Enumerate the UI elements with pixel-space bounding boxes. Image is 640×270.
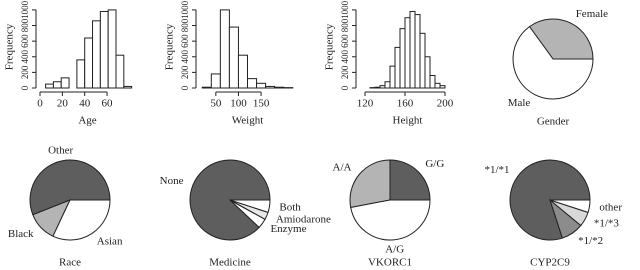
slice-label: Asian	[97, 236, 123, 248]
bar	[210, 73, 221, 89]
slice-label: A/G	[385, 243, 404, 255]
y-tick-label: 0	[340, 85, 350, 90]
y-tick-label: 400	[180, 50, 190, 64]
bar	[99, 10, 109, 89]
y-axis-label: Frequency	[4, 23, 16, 70]
slice-label: None	[160, 175, 184, 187]
bar	[434, 82, 441, 89]
x-tick-label: 50	[210, 98, 222, 110]
x-tick-label: 100	[230, 98, 247, 110]
y-tick-label: 800	[20, 18, 30, 32]
slice-label: Black	[8, 228, 34, 240]
slice-label: Other	[48, 144, 73, 156]
y-tick-label: 200	[180, 65, 190, 79]
y-tick-label: 600	[20, 34, 30, 48]
slice-label: Both	[279, 201, 301, 213]
x-tick-label: 200	[437, 98, 454, 110]
y-tick-label: 800	[340, 18, 350, 32]
bar	[384, 81, 391, 89]
slice-label: *1/*2	[578, 235, 603, 247]
x-axis-label: Weight	[232, 115, 264, 127]
slice-label: Enzyme	[270, 223, 306, 235]
pie-slice	[349, 159, 391, 209]
bar	[394, 46, 401, 89]
y-axis-label: Frequency	[324, 23, 336, 70]
bar	[399, 28, 406, 89]
bar	[76, 59, 86, 89]
bar	[92, 20, 101, 89]
bar	[115, 54, 125, 89]
y-tick-label: 200	[340, 65, 350, 79]
y-tick-label: 800	[180, 18, 190, 32]
slice-label: G/G	[425, 158, 444, 170]
bar	[265, 85, 276, 89]
pie-slice	[52, 199, 111, 241]
bar	[409, 10, 416, 89]
bar	[123, 85, 133, 89]
slice-label: Amiodarone	[276, 213, 331, 225]
x-tick-label: 120	[357, 98, 374, 110]
pie-slice	[389, 159, 431, 201]
pie-slice	[350, 199, 431, 241]
x-axis-label: Height	[393, 115, 423, 127]
bar	[247, 78, 258, 89]
bar	[439, 85, 446, 89]
pie-slice	[229, 199, 271, 213]
pie-label: CYP2C9	[530, 257, 570, 269]
bar	[237, 54, 248, 89]
slice-label: A/A	[333, 162, 352, 174]
slice-label: *1/*1	[484, 164, 509, 176]
bar	[45, 83, 54, 89]
slice-label: other	[599, 201, 622, 213]
bar	[379, 85, 386, 89]
slice-label: Male	[508, 97, 531, 109]
bar	[60, 77, 70, 89]
pie-label: VKORC1	[368, 257, 412, 269]
x-tick-label: 150	[253, 98, 270, 110]
y-tick-label: 600	[180, 34, 190, 48]
x-tick-label: 60	[102, 98, 114, 110]
bar	[389, 65, 396, 89]
x-axis-label: Age	[78, 115, 96, 127]
x-tick-label: 160	[397, 98, 414, 110]
y-tick-label: 1000	[180, 0, 190, 19]
y-tick-label: 400	[340, 50, 350, 64]
bar	[256, 82, 267, 89]
pie-label: Medicine	[209, 257, 251, 269]
y-tick-label: 600	[340, 34, 350, 48]
bar	[84, 37, 94, 89]
pie-slice	[528, 18, 594, 60]
pie-label: Gender	[537, 116, 570, 128]
y-tick-label: 0	[180, 85, 190, 90]
slice-label: Female	[576, 8, 608, 20]
pie-label: Race	[59, 257, 81, 269]
y-tick-label: 200	[20, 65, 30, 79]
bar	[424, 56, 431, 89]
pie-slice	[29, 159, 111, 216]
y-tick-label: 1000	[340, 0, 350, 19]
bar	[404, 17, 411, 89]
bar	[228, 26, 239, 89]
bar	[419, 32, 426, 89]
bar	[52, 81, 62, 89]
pie-slice	[549, 199, 591, 213]
bar	[107, 9, 117, 89]
x-tick-label: 40	[79, 98, 91, 110]
y-axis-label: Frequency	[164, 23, 176, 70]
x-tick-label: 20	[57, 98, 69, 110]
bar	[374, 86, 381, 89]
y-tick-label: 0	[20, 85, 30, 90]
x-tick-label: 0	[37, 98, 43, 110]
bar	[414, 14, 421, 89]
bar	[429, 75, 436, 89]
y-tick-label: 400	[20, 50, 30, 64]
y-tick-label: 1000	[20, 0, 30, 19]
bar	[274, 86, 285, 89]
bar	[201, 86, 212, 89]
bar	[219, 9, 230, 89]
slice-label: *1/*3	[594, 218, 620, 230]
pie-slice	[512, 25, 594, 100]
